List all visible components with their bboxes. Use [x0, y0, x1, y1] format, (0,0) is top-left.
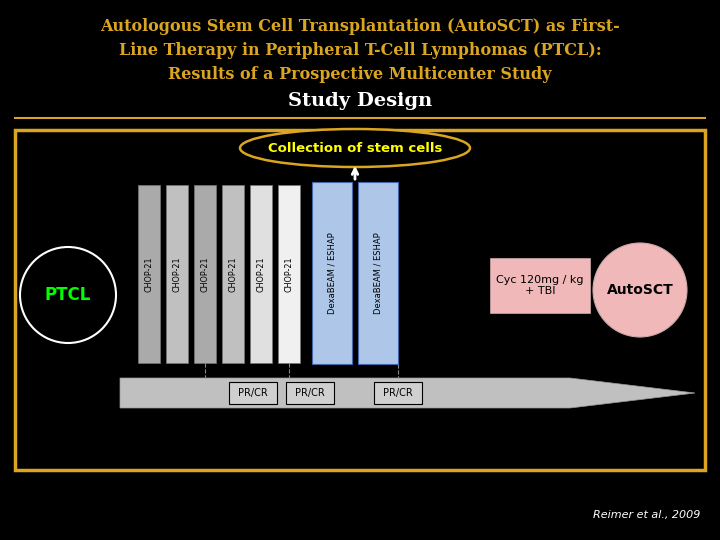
Circle shape	[593, 243, 687, 337]
Text: CHOP-21: CHOP-21	[284, 256, 294, 292]
Text: PTCL: PTCL	[45, 286, 91, 304]
Text: PR/CR: PR/CR	[295, 388, 325, 398]
Text: Cyc 120mg / kg
+ TBI: Cyc 120mg / kg + TBI	[496, 275, 584, 296]
Bar	[490, 258, 590, 313]
Text: PR/CR: PR/CR	[383, 388, 413, 398]
Text: Autologous Stem Cell Transplantation (AutoSCT) as First-: Autologous Stem Cell Transplantation (Au…	[100, 18, 620, 35]
Text: Study Design: Study Design	[288, 92, 432, 110]
Text: DexaBEAM / ESHAP: DexaBEAM / ESHAP	[374, 232, 382, 314]
Text: CHOP-21: CHOP-21	[256, 256, 266, 292]
Bar	[278, 185, 300, 363]
Bar	[286, 382, 334, 404]
Bar	[374, 382, 422, 404]
Text: CHOP-21: CHOP-21	[200, 256, 210, 292]
Text: Reimer et al., 2009: Reimer et al., 2009	[593, 510, 700, 520]
Text: Collection of stem cells: Collection of stem cells	[268, 141, 442, 154]
Ellipse shape	[240, 129, 470, 167]
Text: AutoSCT: AutoSCT	[607, 283, 673, 297]
Polygon shape	[120, 378, 695, 408]
Bar	[250, 185, 272, 363]
Text: DexaBEAM / ESHAP: DexaBEAM / ESHAP	[328, 232, 336, 314]
Text: CHOP-21: CHOP-21	[173, 256, 181, 292]
Bar	[222, 185, 244, 363]
Text: CHOP-21: CHOP-21	[228, 256, 238, 292]
Bar	[312, 182, 352, 364]
Bar	[138, 185, 160, 363]
Bar	[229, 382, 277, 404]
Bar	[194, 185, 216, 363]
Bar	[166, 185, 188, 363]
Text: Results of a Prospective Multicenter Study: Results of a Prospective Multicenter Stu…	[168, 66, 552, 83]
Bar	[15, 130, 705, 470]
Bar	[358, 182, 398, 364]
Text: PR/CR: PR/CR	[238, 388, 268, 398]
Text: CHOP-21: CHOP-21	[145, 256, 153, 292]
Text: Line Therapy in Peripheral T-Cell Lymphomas (PTCL):: Line Therapy in Peripheral T-Cell Lympho…	[119, 42, 601, 59]
